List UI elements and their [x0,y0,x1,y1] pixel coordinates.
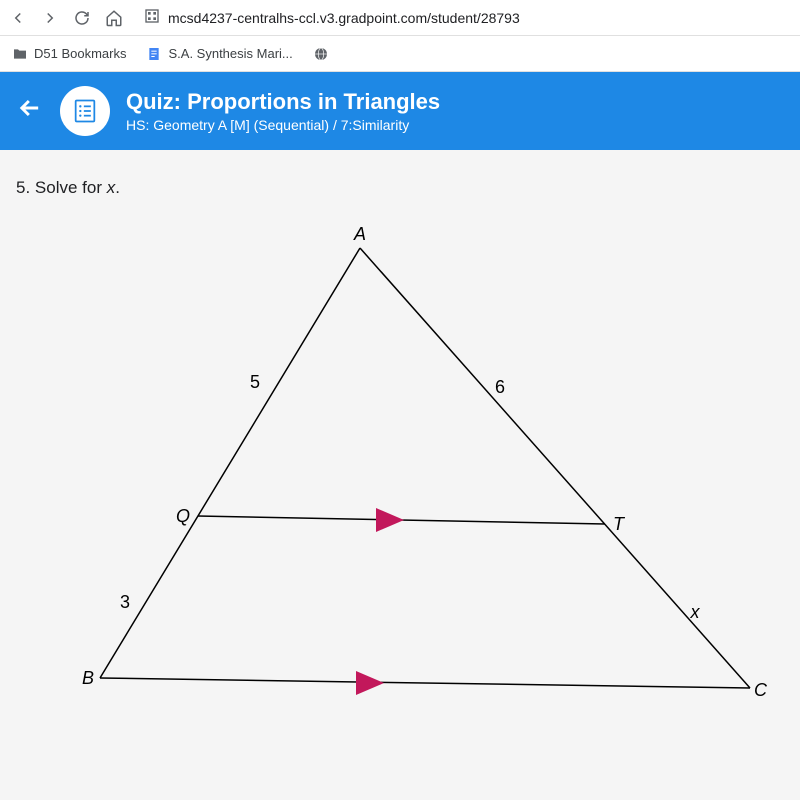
nav-reload-icon[interactable] [72,8,92,28]
browser-toolbar: mcsd4237-centralhs-ccl.v3.gradpoint.com/… [0,0,800,36]
vertex-q-label: Q [176,506,190,526]
nav-home-icon[interactable] [104,8,124,28]
site-icon [144,8,160,27]
question-variable: x [107,178,116,197]
segment-at-label: 6 [495,377,505,397]
segment-qb-label: 3 [120,592,130,612]
vertex-a-label: A [353,224,366,244]
parallel-arrow-bc [356,671,384,695]
bookmark-d51[interactable]: D51 Bookmarks [12,46,126,62]
question-prompt: Solve for [35,178,102,197]
nav-forward-icon[interactable] [40,8,60,28]
vertex-b-label: B [82,668,94,688]
nav-back-icon[interactable] [8,8,28,28]
quiz-title: Quiz: Proportions in Triangles [126,89,440,115]
bookmarks-bar: D51 Bookmarks S.A. Synthesis Mari... [0,36,800,72]
quiz-title-block: Quiz: Proportions in Triangles HS: Geome… [126,89,440,133]
bookmark-globe[interactable] [313,46,329,62]
segment-tc-label: x [690,602,701,622]
quiz-back-button[interactable] [16,94,44,129]
side-bc [100,678,750,688]
bookmark-label: D51 Bookmarks [34,46,126,61]
question-period: . [115,178,120,197]
side-ac [360,248,750,688]
side-ab [100,248,360,678]
quiz-icon [60,86,110,136]
globe-icon [313,46,329,62]
quiz-header: Quiz: Proportions in Triangles HS: Geome… [0,72,800,150]
bookmark-synthesis[interactable]: S.A. Synthesis Mari... [146,46,292,62]
url-text: mcsd4237-centralhs-ccl.v3.gradpoint.com/… [168,10,520,26]
question-text: 5. Solve for x. [16,178,784,198]
content-area: 5. Solve for x. A B C Q T 5 3 6 x [0,150,800,746]
triangle-diagram: A B C Q T 5 3 6 x [30,218,770,718]
folder-icon [12,46,28,62]
bookmark-label: S.A. Synthesis Mari... [168,46,292,61]
question-number: 5. [16,178,30,197]
doc-icon [146,46,162,62]
url-bar[interactable]: mcsd4237-centralhs-ccl.v3.gradpoint.com/… [136,8,792,27]
segment-aq-label: 5 [250,372,260,392]
parallel-arrow-qt [376,508,404,532]
quiz-subtitle: HS: Geometry A [M] (Sequential) / 7:Simi… [126,117,440,133]
vertex-c-label: C [754,680,768,700]
diagram-svg: A B C Q T 5 3 6 x [30,218,770,718]
vertex-t-label: T [613,514,626,534]
